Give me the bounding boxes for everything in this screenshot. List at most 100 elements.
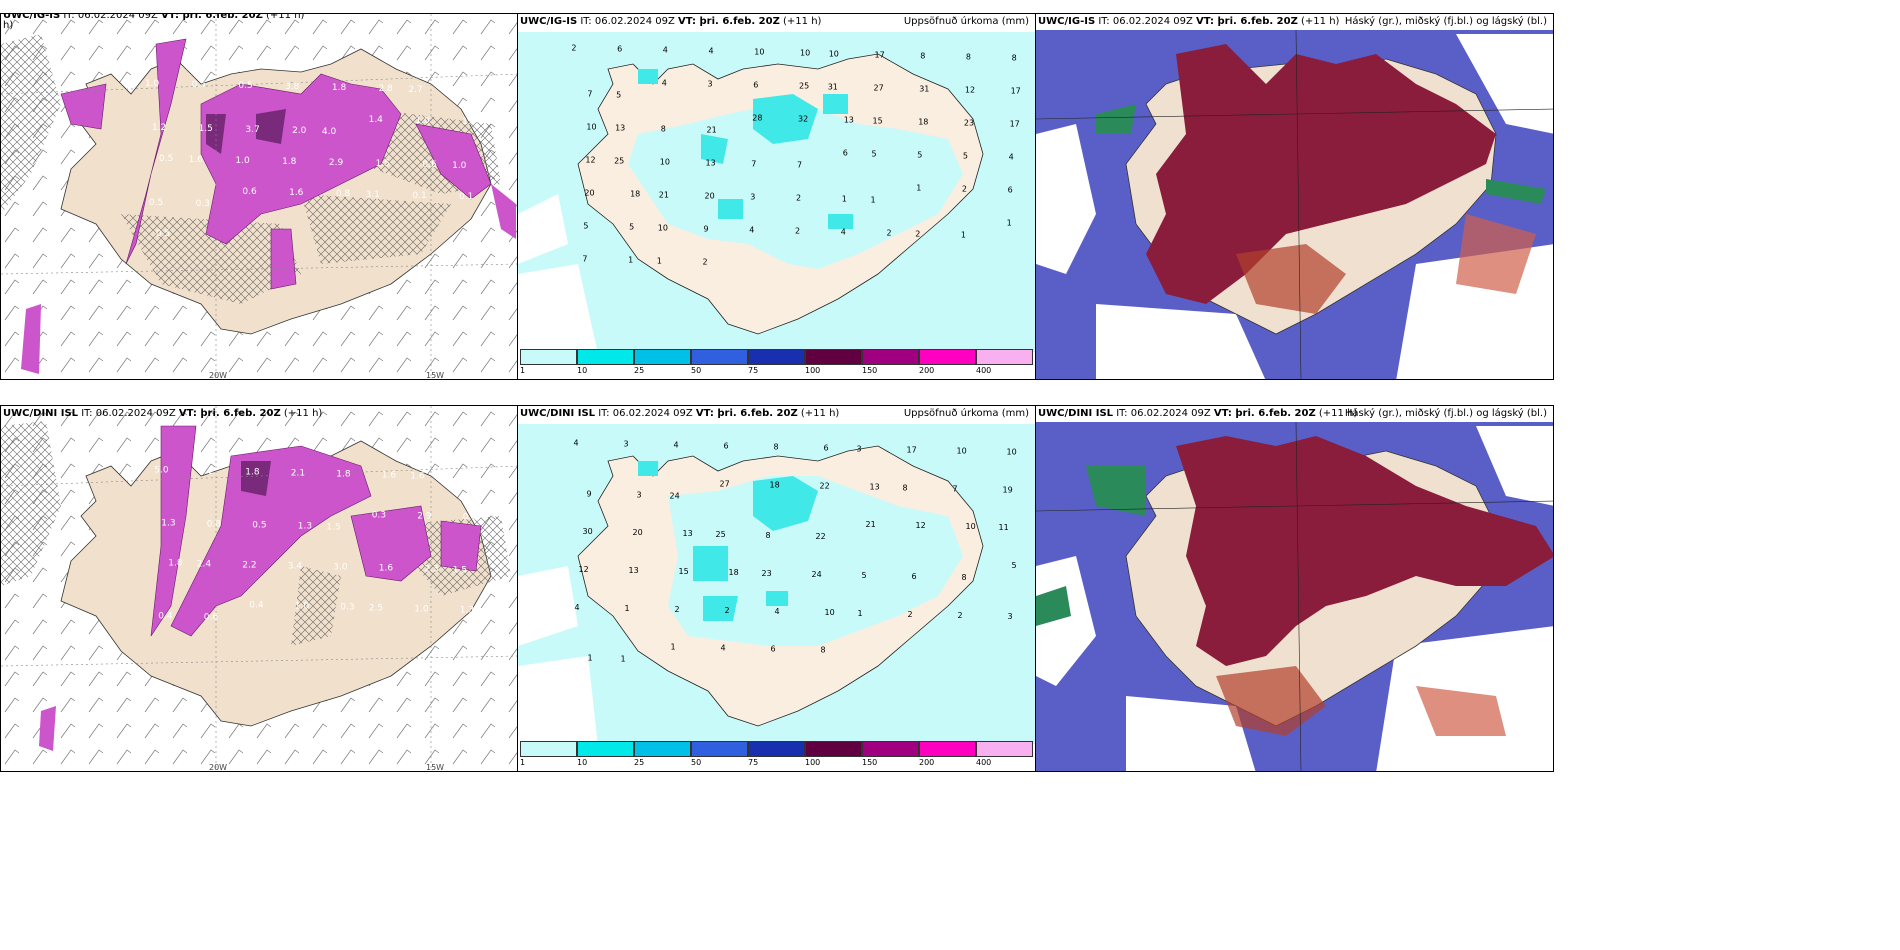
value-label: 1.0 <box>415 116 430 126</box>
value-label: 27 <box>720 479 730 488</box>
value-label: 13 <box>870 482 880 491</box>
precip-value-labels: 1.0 0.5 0.5 3.8 1.8 2.8 2.7 2.5 1.2 1.5 3.7 2.0 4.0 1… <box>145 79 477 239</box>
colorbar-segment <box>691 349 748 365</box>
value-label: 5 <box>862 571 867 580</box>
value-label: 6 <box>843 149 848 158</box>
value-label: 0.6 <box>422 160 437 170</box>
value-label: 1.0 <box>235 156 250 166</box>
value-label: 1.0 <box>414 605 429 615</box>
panel-title: UWC/IG-IS IT: 06.02.2024 09Z VT: þri. 6.… <box>3 13 305 21</box>
panel-title: UWC/DINI ISL IT: 06.02.2024 09Z VT: þri.… <box>1038 408 1358 419</box>
value-label: 18 <box>770 480 780 489</box>
value-label: 1 <box>858 609 863 618</box>
value-label: 7 <box>953 484 958 493</box>
value-label: 0.1 <box>459 192 473 202</box>
colorbar-tick-label: 10 <box>577 366 588 375</box>
colorbar-segment <box>748 349 805 365</box>
value-label: 13 <box>844 116 854 125</box>
value-label: 4 <box>574 438 579 447</box>
value-label: 1.4 <box>369 115 384 125</box>
colorbar-segment <box>919 741 976 757</box>
map-canvas <box>1036 421 1553 771</box>
value-label: 6 <box>724 441 729 450</box>
value-label: 4 <box>721 644 726 653</box>
colorbar-segment <box>577 741 634 757</box>
value-label: 8 <box>821 646 826 655</box>
value-label: 1 <box>657 257 662 266</box>
value-label: 8 <box>903 483 908 492</box>
value-label: 2.8 <box>379 84 394 94</box>
value-label: 1.8 <box>282 157 297 167</box>
value-label: 12 <box>965 86 975 95</box>
colorbar-tick-label: 100 <box>805 366 821 375</box>
value-label: 7 <box>751 160 756 169</box>
panel-title: UWC/IG-IS IT: 06.02.2024 09Z VT: þri. 6.… <box>520 16 822 27</box>
panel-bottom-middle-accum-precip: UWC/DINI ISL IT: 06.02.2024 09Z VT: þri.… <box>517 405 1036 772</box>
colorbar-segment <box>634 741 691 757</box>
value-label: 1.5 <box>453 566 467 576</box>
value-label: 4 <box>1009 153 1014 162</box>
colorbar-tick-label: 150 <box>862 366 878 375</box>
value-label: 1.2 <box>152 123 166 133</box>
colorbar-segment <box>919 349 976 365</box>
colorbar-segment <box>520 349 577 365</box>
lon-label-20w: 20W <box>209 763 228 772</box>
value-label: 1 <box>628 256 633 265</box>
value-label: 6 <box>912 572 917 581</box>
value-label: 3.8 <box>285 82 300 92</box>
value-label: 2 <box>908 610 913 619</box>
value-label: 20 <box>633 528 643 537</box>
value-label: 2.9 <box>329 158 344 168</box>
value-label: 10 <box>829 50 839 59</box>
value-label: 1.5 <box>326 523 340 533</box>
value-label: 8 <box>966 53 971 62</box>
colorbar-tick-label: 25 <box>634 366 645 375</box>
value-label: 2 <box>725 606 730 615</box>
colorbar-segment <box>862 349 919 365</box>
value-label: 0.5 <box>463 513 477 523</box>
value-label: 32 <box>798 115 808 124</box>
value-label: 3 <box>624 439 629 448</box>
value-label: 0.1 <box>412 191 426 201</box>
value-label: 0.3 <box>196 199 210 209</box>
colorbar-segment <box>976 741 1033 757</box>
value-label: 1.6 <box>189 155 204 165</box>
colorbar: 1 10 25 50 75 100 150 200 400 <box>520 349 1033 375</box>
value-label: 1 <box>621 655 626 664</box>
value-label: 3.2 <box>200 467 214 477</box>
value-label: 18 <box>729 568 739 577</box>
value-label: 3.1 <box>366 190 380 200</box>
colorbar-segment <box>976 349 1033 365</box>
map-canvas: 1.0 0.5 0.5 3.8 1.8 2.8 2.7 2.5 1.2 1.5 3.7 2.0 4.0 1… <box>1 14 517 379</box>
value-label: 21 <box>707 126 717 135</box>
value-label: 4 <box>775 607 780 616</box>
value-label: 2 <box>795 227 800 236</box>
panel-top-right-clouds: UWC/IG-IS IT: 06.02.2024 09Z VT: þri. 6.… <box>1035 13 1554 380</box>
value-label: 22 <box>820 481 830 490</box>
value-label: 24 <box>812 570 822 579</box>
value-label: 0.5 <box>159 154 173 164</box>
panel-title-continuation: h) <box>3 20 14 31</box>
value-label: 0.5 <box>192 80 206 90</box>
value-label: 17 <box>1010 120 1020 129</box>
value-label: 21 <box>866 520 876 529</box>
panel-field-label: Uppsöfnuð úrkoma (mm) <box>903 408 1029 419</box>
value-label: 7 <box>797 161 802 170</box>
value-label: 5 <box>583 222 588 231</box>
precip-value-labels: 5.0 3.2 1.8 2.1 1.8 1.6 1.6 0.8 1.3 0.8 0.5 1.3 1.5 0… <box>154 466 477 623</box>
colorbar-segment <box>634 349 691 365</box>
value-label: 10 <box>800 49 810 58</box>
value-label: 4 <box>674 440 679 449</box>
value-label: 10 <box>966 522 976 531</box>
value-label: 5 <box>872 150 877 159</box>
value-label: 31 <box>919 85 929 94</box>
panel-bottom-right-clouds: UWC/DINI ISL IT: 06.02.2024 09Z VT: þri.… <box>1035 405 1554 772</box>
value-label: 4 <box>709 47 714 56</box>
value-label: 6 <box>617 45 622 54</box>
colorbar-tick-label: 25 <box>634 758 645 767</box>
colorbar-segment <box>862 741 919 757</box>
value-label: 1.6 <box>289 188 304 198</box>
value-label: 1.3 <box>298 522 312 532</box>
value-label: 15 <box>873 117 883 126</box>
